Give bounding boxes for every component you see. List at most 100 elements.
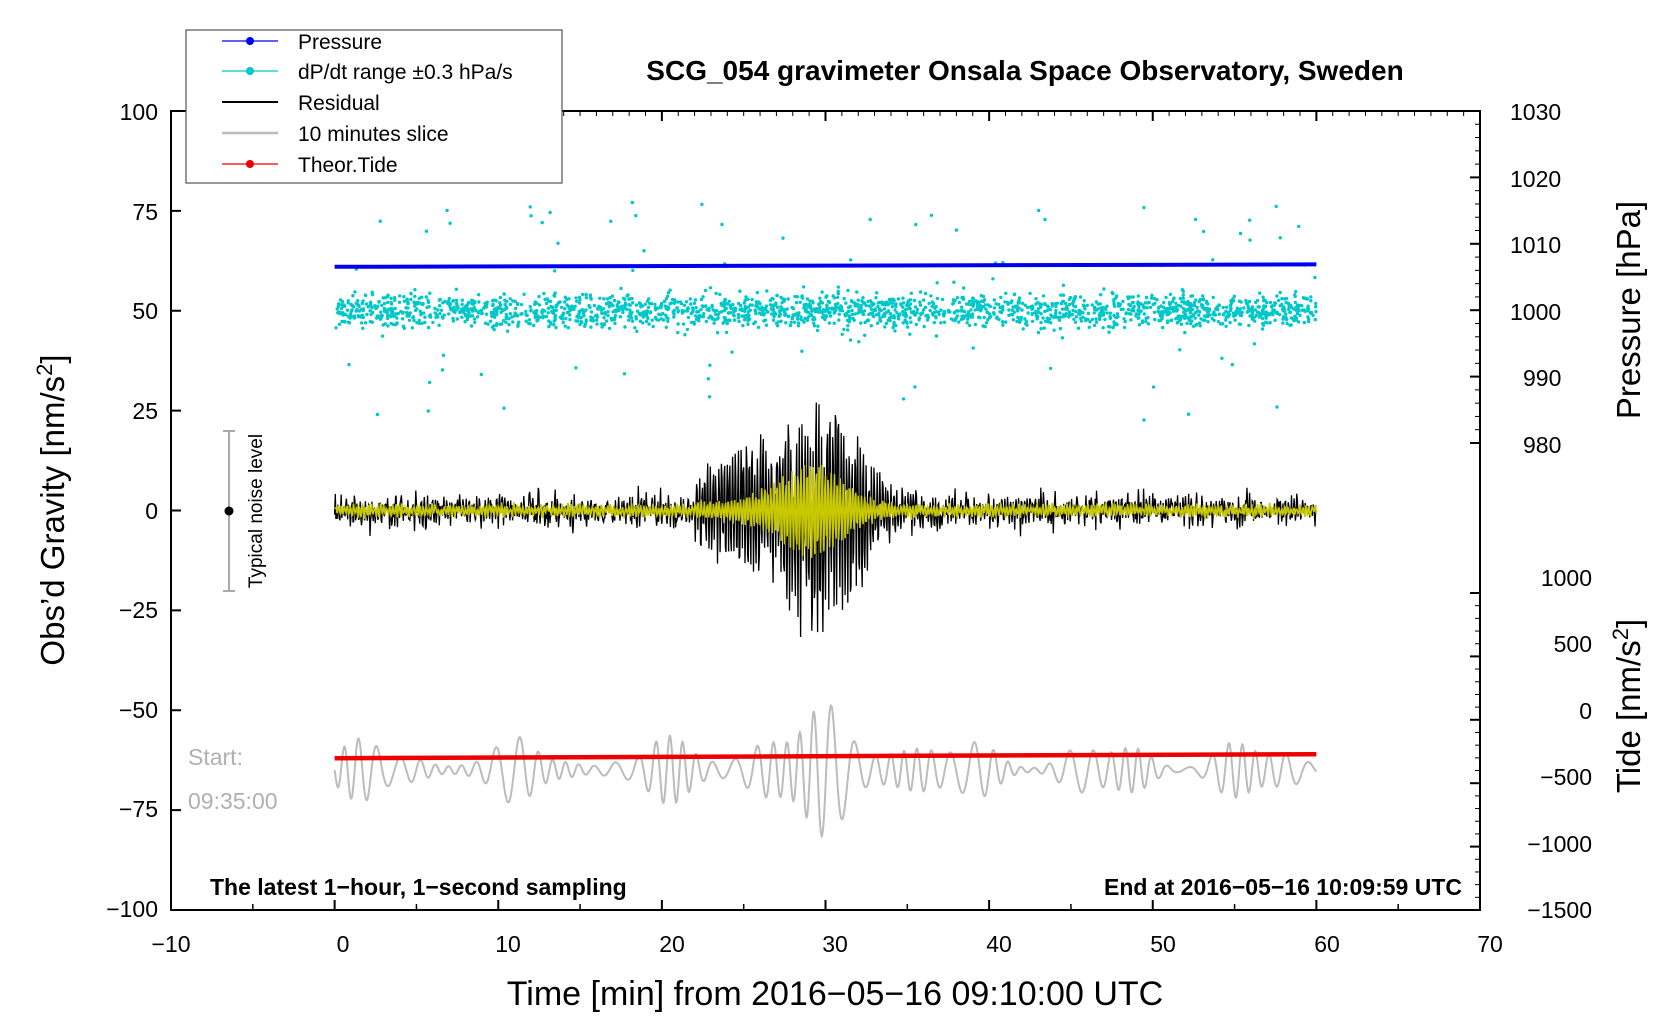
dpdt-point bbox=[631, 268, 635, 273]
dpdt-point bbox=[928, 308, 932, 313]
dpdt-point bbox=[1245, 301, 1250, 305]
dpdt-point bbox=[542, 291, 546, 296]
dpdt-point bbox=[574, 319, 578, 323]
dpdt-point bbox=[1231, 311, 1236, 315]
dpdt-point bbox=[1174, 309, 1179, 313]
dpdt-point bbox=[979, 304, 983, 308]
dpdt-point bbox=[363, 321, 368, 325]
dpdt-point bbox=[370, 320, 374, 324]
dpdt-point bbox=[467, 314, 471, 318]
dpdt-point bbox=[741, 323, 745, 328]
dpdt-point bbox=[548, 299, 553, 303]
dpdt-point bbox=[666, 316, 670, 321]
dpdt-point bbox=[623, 303, 628, 307]
dpdt-point bbox=[392, 296, 397, 300]
dpdt-point bbox=[966, 310, 971, 314]
dpdt-point bbox=[714, 291, 718, 296]
dpdt-point bbox=[1298, 303, 1302, 308]
dpdt-point bbox=[566, 326, 570, 330]
dpdt-point bbox=[1192, 301, 1197, 305]
dpdt-point bbox=[960, 308, 964, 313]
dpdt-point bbox=[1108, 311, 1113, 315]
dpdt-point bbox=[1297, 224, 1301, 229]
dpdt-point bbox=[893, 308, 897, 312]
dpdt-point bbox=[908, 307, 912, 311]
dpdt-point bbox=[755, 290, 759, 295]
dpdt-point bbox=[746, 297, 750, 301]
dpdt-point bbox=[533, 314, 537, 319]
dpdt-point bbox=[942, 309, 946, 314]
dpdt-point bbox=[393, 323, 398, 327]
legend-marker bbox=[246, 67, 254, 75]
dpdt-point bbox=[1248, 238, 1252, 242]
dpdt-point bbox=[1178, 296, 1183, 301]
dpdt-point bbox=[419, 313, 423, 317]
dpdt-point bbox=[688, 297, 692, 301]
dpdt-point bbox=[476, 311, 481, 315]
dpdt-point bbox=[877, 313, 881, 317]
legend-label: dP/dt range ±0.3 hPa/s bbox=[298, 61, 513, 84]
dpdt-point bbox=[891, 325, 895, 330]
dpdt-point bbox=[822, 316, 826, 320]
dpdt-point bbox=[1297, 320, 1301, 324]
dpdt-point bbox=[498, 295, 502, 300]
dpdt-point bbox=[507, 317, 511, 321]
dpdt-point bbox=[1261, 323, 1266, 327]
dpdt-point bbox=[787, 314, 791, 318]
dpdt-point bbox=[1297, 309, 1301, 313]
dpdt-point bbox=[1293, 316, 1297, 320]
dpdt-point bbox=[1246, 304, 1250, 308]
dpdt-point bbox=[955, 296, 960, 300]
dpdt-point bbox=[472, 299, 477, 304]
dpdt-point bbox=[1009, 301, 1013, 305]
dpdt-point bbox=[1239, 300, 1243, 304]
dpdt-point bbox=[824, 314, 829, 319]
dpdt-point bbox=[1142, 312, 1147, 316]
dpdt-point bbox=[1174, 301, 1178, 305]
dpdt-point bbox=[1230, 362, 1235, 367]
dpdt-point bbox=[776, 305, 780, 310]
dpdt-point bbox=[1168, 292, 1173, 296]
dpdt-point bbox=[736, 316, 741, 320]
x-tick-label: 50 bbox=[1150, 931, 1176, 957]
tide-series bbox=[334, 751, 1317, 761]
dpdt-point bbox=[540, 220, 544, 225]
dpdt-point bbox=[407, 312, 412, 316]
dpdt-point bbox=[334, 326, 338, 330]
dpdt-point bbox=[1218, 322, 1223, 326]
dpdt-point bbox=[808, 299, 812, 303]
dpdt-point bbox=[914, 222, 918, 227]
dpdt-point bbox=[588, 305, 592, 310]
dpdt-point bbox=[720, 222, 724, 227]
dpdt-point bbox=[508, 297, 512, 301]
dpdt-point bbox=[1144, 319, 1148, 324]
dpdt-point bbox=[1289, 316, 1294, 320]
dpdt-point bbox=[1073, 295, 1078, 299]
dpdt-point bbox=[699, 314, 704, 319]
dpdt-point bbox=[515, 301, 520, 306]
dpdt-point bbox=[1057, 318, 1062, 322]
dpdt-point bbox=[1278, 236, 1283, 240]
dpdt-point bbox=[1101, 326, 1105, 330]
dpdt-point bbox=[1260, 327, 1265, 331]
dpdt-point bbox=[738, 289, 742, 293]
dpdt-point bbox=[1252, 342, 1257, 346]
dpdt-point bbox=[1115, 322, 1119, 327]
dpdt-point bbox=[836, 301, 840, 306]
legend-label: Pressure bbox=[298, 31, 382, 54]
dpdt-point bbox=[668, 288, 672, 292]
dpdt-point bbox=[715, 331, 720, 335]
dpdt-point bbox=[1105, 304, 1109, 308]
dpdt-point bbox=[347, 321, 352, 325]
dpdt-point bbox=[459, 307, 464, 312]
dpdt-point bbox=[743, 316, 747, 321]
dpdt-point bbox=[1308, 310, 1312, 315]
dpdt-point bbox=[1202, 306, 1207, 311]
dpdt-point bbox=[800, 295, 804, 299]
dpdt-point bbox=[1269, 311, 1274, 315]
dpdt-point bbox=[1161, 325, 1165, 330]
dpdt-point bbox=[614, 310, 618, 314]
dpdt-point bbox=[365, 312, 369, 317]
legend: Pressure dP/dt range ±0.3 hPa/s Residual… bbox=[185, 29, 563, 184]
dpdt-point bbox=[844, 311, 849, 316]
